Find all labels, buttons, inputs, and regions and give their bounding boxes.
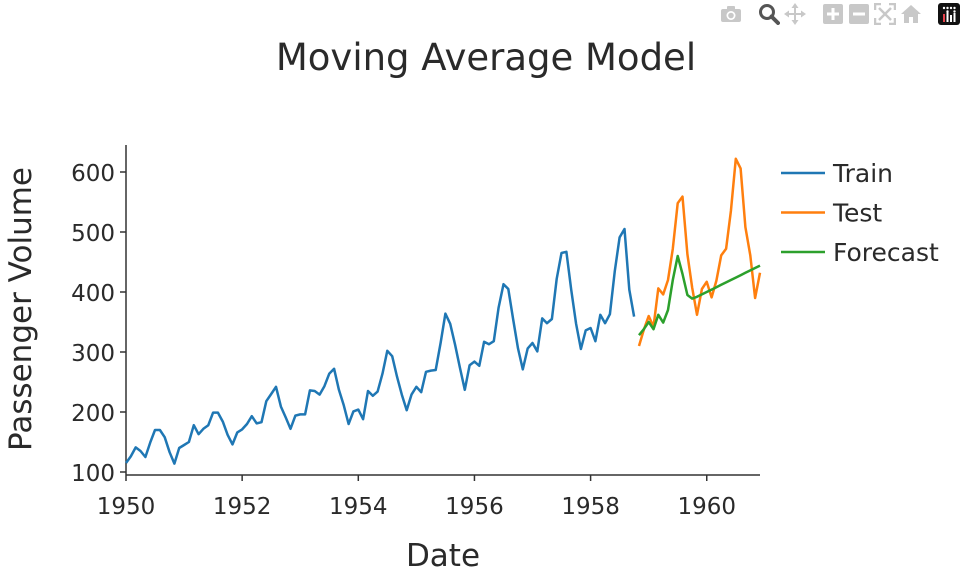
x-tick-label: 1956 (445, 494, 504, 520)
y-tick-label: 400 (71, 281, 115, 307)
y-tick-label: 100 (71, 461, 115, 487)
y-tick-label: 300 (71, 341, 115, 367)
ticks: 100 200 300 400 500 600 1950 1952 1954 1956 1958 19… (71, 161, 736, 520)
legend-label-train[interactable]: Train (832, 159, 893, 188)
plotly-logo-icon[interactable] (936, 2, 962, 26)
series-line-forecast[interactable] (638, 254, 761, 336)
x-axis-label: Date (406, 538, 480, 574)
autoscale-icon[interactable] (872, 2, 898, 26)
zoom-icon[interactable] (756, 2, 782, 26)
axes (125, 145, 760, 476)
y-tick-label: 600 (71, 161, 115, 187)
y-axis-label: Passenger Volume (3, 167, 39, 451)
zoom-out-icon[interactable] (846, 2, 872, 26)
series-line-train[interactable] (124, 227, 636, 465)
series-line-test[interactable] (637, 157, 762, 347)
y-tick-label: 200 (71, 401, 115, 427)
legend: Train Test Forecast (781, 159, 939, 267)
x-tick-label: 1958 (561, 494, 620, 520)
x-tick-label: 1952 (213, 494, 272, 520)
zoom-in-icon[interactable] (820, 2, 846, 26)
legend-label-forecast[interactable]: Forecast (833, 238, 939, 267)
x-tick-label: 1954 (329, 494, 388, 520)
x-tick-label: 1950 (97, 494, 156, 520)
x-tick-label: 1960 (677, 494, 736, 520)
y-tick-label: 500 (71, 221, 115, 247)
series-layer (124, 157, 762, 465)
home-icon[interactable] (898, 2, 924, 26)
camera-icon[interactable] (718, 2, 744, 26)
pan-icon[interactable] (782, 2, 808, 26)
modebar (718, 2, 962, 26)
chart-title: Moving Average Model (276, 36, 696, 79)
legend-label-test[interactable]: Test (832, 199, 882, 228)
